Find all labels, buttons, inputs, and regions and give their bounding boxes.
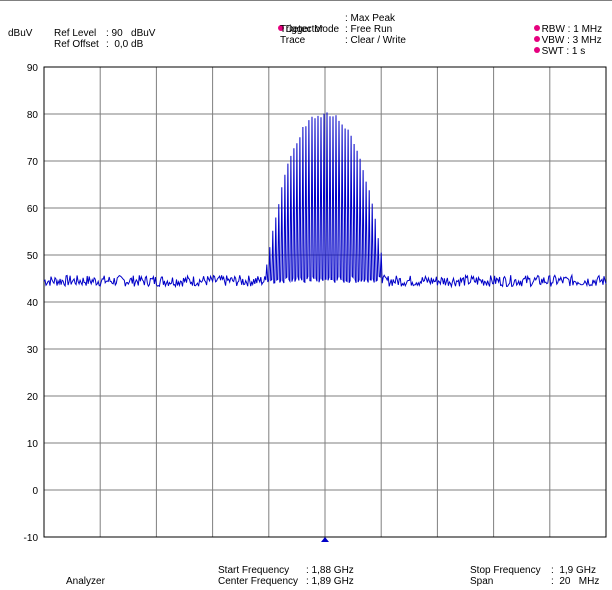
y-tick-labels: 90 80 70 60 50 40 30 20 10 0 -10 — [24, 63, 39, 544]
rbw-row: RBW : 1 MHz — [528, 13, 602, 35]
swt-marker-icon — [533, 47, 540, 53]
y-tick-label: 10 — [27, 439, 39, 450]
rbw-marker-icon — [533, 25, 540, 31]
y-tick-label: -10 — [24, 533, 39, 544]
ref-level-label: Ref Level — [54, 28, 97, 39]
y-tick-label: 40 — [27, 298, 39, 309]
y-tick-label: 60 — [27, 204, 39, 215]
start-frequency-label: Start Frequency — [218, 565, 290, 576]
ref-offset-label: Ref Offset — [54, 39, 99, 50]
plot-grid — [44, 66, 606, 538]
center-frequency-label: Center Frequency — [218, 576, 299, 587]
detector-value: : Max Peak — [345, 13, 396, 24]
y-tick-label: 80 — [27, 110, 39, 121]
swt-value: SWT : 1 s — [541, 46, 586, 57]
y-tick-label: 30 — [27, 345, 39, 356]
y-tick-label: 50 — [27, 251, 39, 262]
app-label: Analyzer — [66, 576, 105, 587]
trigger-label: Trigger Mode — [280, 24, 340, 35]
y-tick-label: 20 — [27, 392, 39, 403]
vbw-row: VBW : 3 MHz — [528, 24, 602, 46]
y-tick-label: 90 — [27, 63, 39, 74]
stop-frequency-label: Stop Frequency — [470, 565, 541, 576]
trace-value: : Clear / Write — [345, 35, 406, 46]
y-tick-label: 0 — [32, 486, 38, 497]
center-frequency-marker-icon — [321, 537, 329, 542]
rbw-value: RBW : 1 MHz — [541, 24, 603, 35]
trace-label: Trace — [280, 35, 306, 46]
swt-row: SWT : 1 s — [528, 35, 585, 57]
ref-level-value: : 90 dBuV — [106, 28, 156, 39]
span-value: : 20 MHz — [551, 576, 600, 587]
center-frequency-value: : 1,89 GHz — [306, 576, 354, 587]
vbw-marker-icon — [533, 36, 540, 42]
y-tick-label: 70 — [27, 157, 39, 168]
ref-offset-value: : 0,0 dB — [106, 39, 144, 50]
detector-marker-icon — [277, 25, 284, 31]
stop-frequency-value: : 1,9 GHz — [551, 565, 597, 576]
y-unit-label: dBuV — [8, 28, 33, 39]
detector-row: Detector — [272, 13, 323, 35]
vbw-value: VBW : 3 MHz — [541, 35, 602, 46]
start-frequency-value: : 1,88 GHz — [306, 565, 354, 576]
spectrum-trace — [43, 112, 607, 289]
detector-label: Detector — [285, 24, 324, 35]
span-label: Span — [470, 576, 494, 587]
trigger-value: : Free Run — [345, 24, 393, 35]
